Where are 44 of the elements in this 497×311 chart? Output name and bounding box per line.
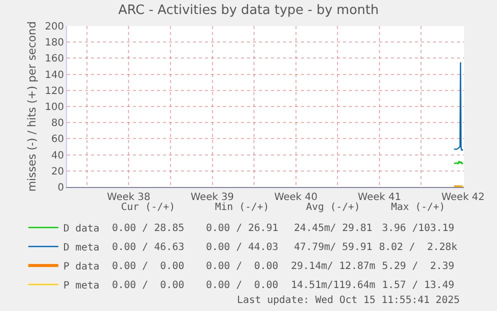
text: 8.02 / 2.28k [379,242,458,253]
y-tick-label: 80 [51,118,64,130]
line-series [453,62,464,151]
y-tick-label: 20 [51,166,64,178]
chart-title: ARC - Activities by data type - by month [118,3,379,18]
y-tick-label: 60 [51,134,64,146]
legend-label: D data [63,223,100,234]
y-tick-label: 120 [44,86,64,97]
legend-label: P data [63,261,100,272]
legend-label: P meta [63,280,100,292]
y-tick-label: 0 [58,182,64,194]
text: Cur (-/+) [121,202,176,213]
x-tick-label: Week 38 [107,192,150,203]
text: 47.79m/ 59.91 [294,242,372,253]
text: 0.00 / 44.03 [206,242,278,253]
text: 0.00 / 0.00 [206,261,278,272]
text: 29.14m/ 12.87m [291,261,376,272]
x-tick-label: Week 42 [441,192,485,203]
x-tick-label: Week 39 [190,192,234,203]
y-tick-label: 100 [44,102,64,113]
text: 0.00 / 0.00 [112,280,184,291]
text: 1.57 / 13.49 [382,280,454,291]
text: Max (-/+) [391,202,446,213]
x-tick-label: Week 41 [358,192,402,203]
text: 0.00 / 46.63 [112,242,184,253]
y-tick-label: 140 [44,70,64,81]
text: 0.00 / 0.00 [206,280,278,291]
y-tick-label: 40 [51,150,64,162]
text: 5.29 / 2.39 [382,261,454,272]
text: 14.51m/119.64m [291,280,376,291]
legend-label: D meta [63,242,100,254]
text: 0.00 / 26.91 [206,223,278,234]
y-axis-title: misses (-) / hits (+) per second [26,21,39,192]
text: 0.00 / 0.00 [112,261,184,272]
y-tick-label: 180 [44,38,64,49]
text: Min (-/+) [215,202,270,213]
text: 3.96 /103.19 [382,223,454,234]
text: 24.45m/ 29.81 [294,223,372,234]
text: Avg (-/+) [306,202,360,213]
text: 0.00 / 28.85 [112,223,184,234]
x-tick-label: Week 40 [274,192,318,203]
text: Last update: Wed Oct 15 11:55:41 2025 [237,295,460,306]
y-tick-label: 160 [44,54,64,65]
y-tick-label: 200 [44,22,64,32]
